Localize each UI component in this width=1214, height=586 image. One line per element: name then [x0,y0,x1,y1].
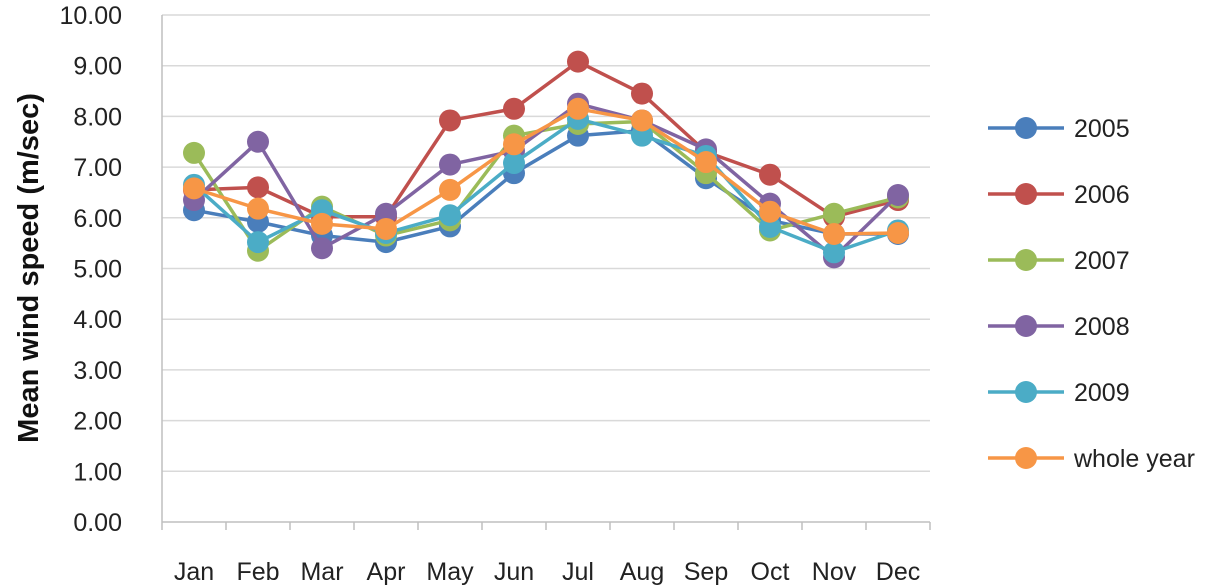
x-tick-label: Jun [494,558,534,586]
x-tick-label: Dec [876,558,920,586]
x-tick-label: Sep [684,558,728,586]
y-tick-label: 4.00 [73,306,122,334]
data-point [567,50,589,73]
data-point [311,237,333,260]
data-point [503,133,525,156]
series-whole-year [183,97,909,246]
data-point [887,222,909,245]
y-axis-label: Mean wind speed (m/sec) [13,93,45,443]
data-point [439,204,461,227]
data-point [247,231,269,254]
y-tick-label: 2.00 [73,408,122,436]
data-point [183,177,205,200]
legend-item: 2007 [988,247,1130,275]
x-tick-label: Aug [620,558,664,586]
legend-swatch-marker [1015,447,1037,469]
x-tick-label: Mar [300,558,343,586]
data-point [311,212,333,235]
legend-swatch-marker [1015,117,1037,139]
data-point [439,153,461,176]
data-point [823,202,845,225]
legend-item: whole year [988,445,1195,473]
data-point [823,223,845,246]
legend-label: 2005 [1074,115,1130,143]
data-point [247,176,269,199]
x-axis-ticks: Jan Feb Mar Apr May Jun Jul Aug Sep Oct Nov Dec [174,558,920,586]
y-tick-label: 10.00 [59,2,122,30]
legend-swatch-marker [1015,381,1037,403]
legend-item: 2006 [988,181,1130,209]
data-point [247,130,269,153]
data-point [631,109,653,132]
data-point [439,178,461,201]
series-line [192,117,899,255]
legend-label: 2007 [1074,247,1130,275]
data-point [375,217,397,240]
data-point [503,97,525,120]
y-axis-ticks: 0.00 1.00 2.00 3.00 4.00 5.00 6.00 7.00 8.00 9.00… [59,2,122,537]
x-tick-label: Jul [562,558,594,586]
y-tick-label: 9.00 [73,53,122,81]
data-point [503,152,525,175]
legend-label: 2006 [1074,181,1130,209]
y-tick-label: 1.00 [73,458,122,486]
data-point [439,109,461,132]
legend-label: 2009 [1074,379,1130,407]
y-tick-label: 0.00 [73,509,122,537]
y-tick-label: 7.00 [73,154,122,182]
data-point [631,124,653,147]
series-2008 [183,92,909,269]
x-tick-label: Oct [751,558,790,586]
data-point [887,183,909,206]
legend-item: 2005 [988,115,1130,143]
x-tick-label: May [426,558,474,586]
data-point [567,97,589,120]
x-tick-label: Apr [367,558,406,586]
legend-label: 2008 [1074,313,1130,341]
legend-item: 2009 [988,379,1130,407]
data-point [695,151,717,174]
legend-item: 2008 [988,313,1130,341]
data-point [247,197,269,220]
y-tick-label: 5.00 [73,256,122,284]
data-point [631,82,653,105]
y-tick-label: 3.00 [73,357,122,385]
x-tick-label: Nov [812,558,857,586]
legend-swatch-marker [1015,183,1037,205]
x-tick-label: Jan [174,558,214,586]
y-tick-label: 6.00 [73,205,122,233]
legend-label: whole year [1073,445,1195,473]
data-point [823,241,845,264]
gridlines [161,14,931,530]
legend-swatch-marker [1015,249,1037,271]
y-tick-label: 8.00 [73,103,122,131]
data-point [759,200,781,223]
series-line [193,107,899,236]
x-tick-label: Feb [236,558,279,586]
series-group [183,50,909,269]
data-point [759,163,781,186]
data-point [375,202,397,225]
data-point [183,141,205,164]
legend: 2005 2006 2007 2008 2009 whole year [988,115,1195,473]
legend-swatch-marker [1015,315,1037,337]
data-point [759,215,781,238]
